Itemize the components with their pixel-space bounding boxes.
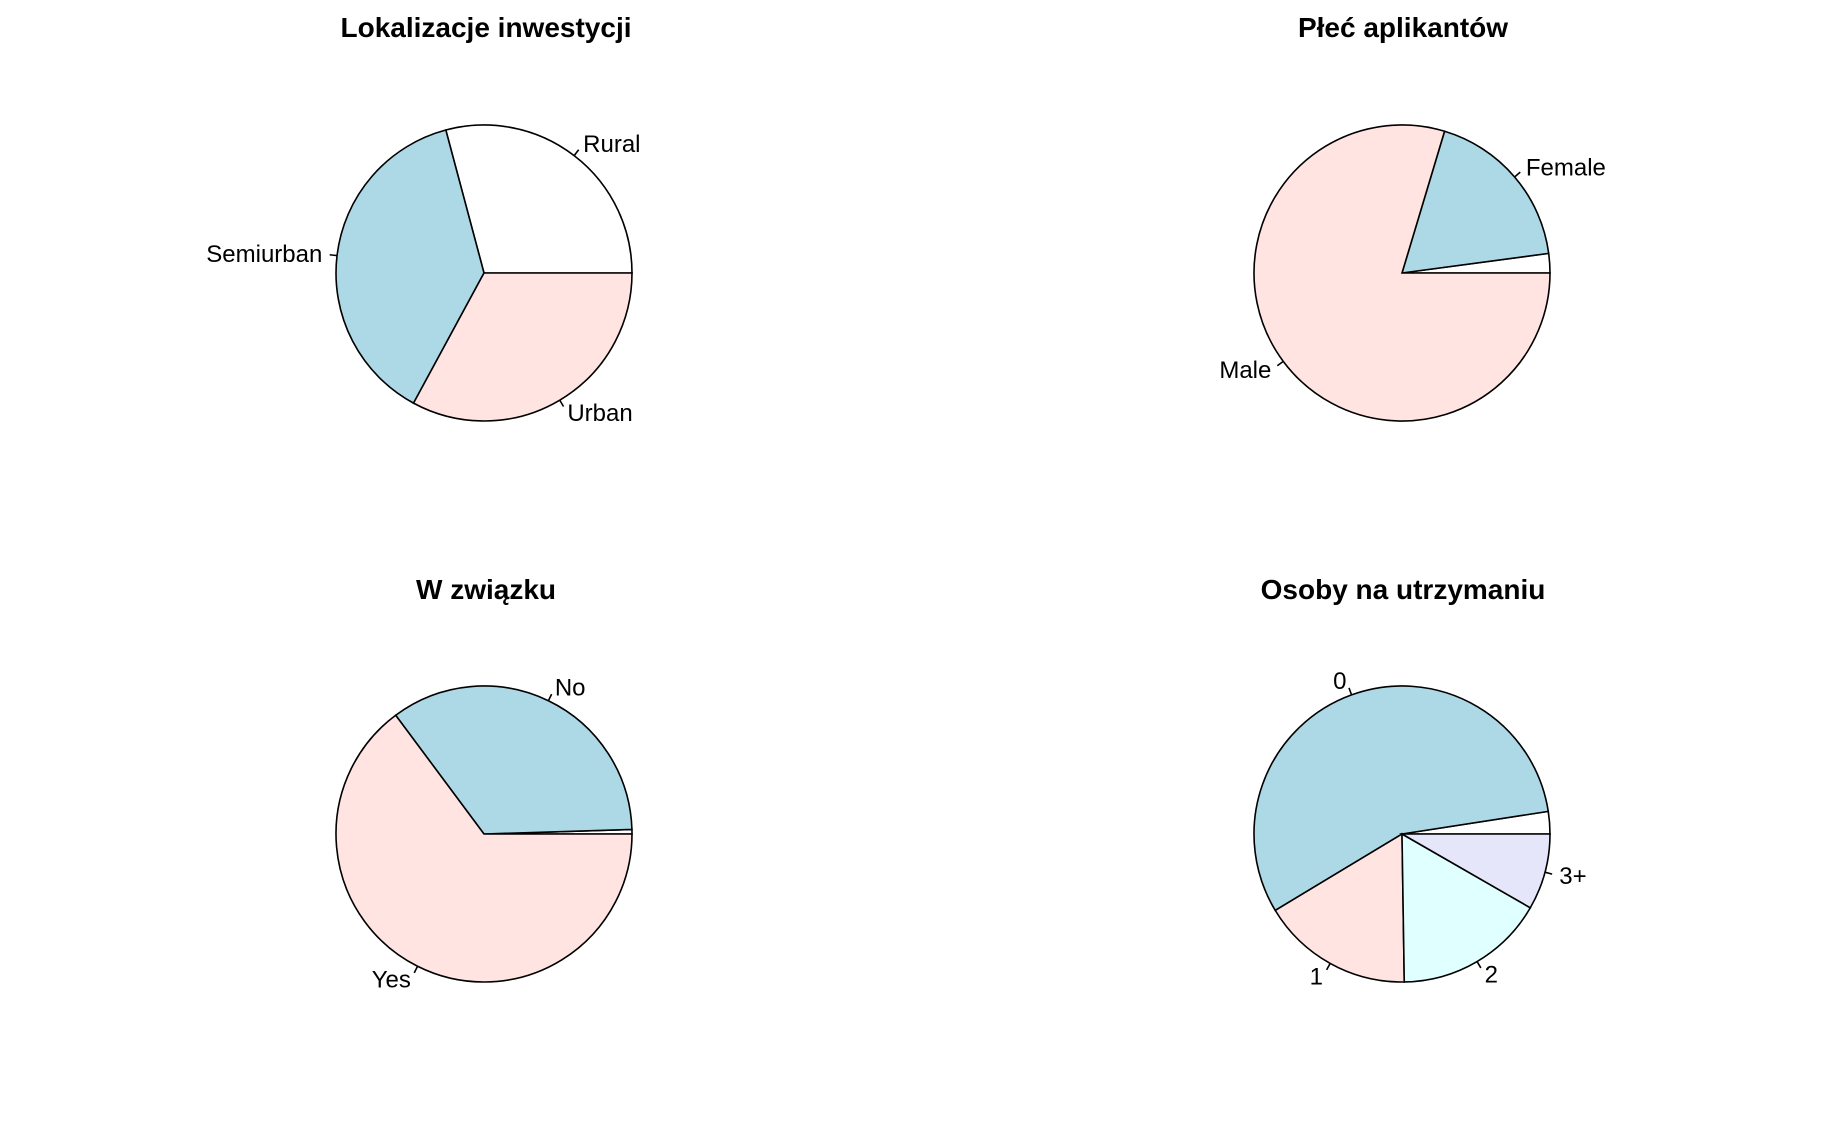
pie-panel-w-zwiazku: W związku No Yes [335, 574, 633, 993]
chart-title: Lokalizacje inwestycji [340, 12, 631, 43]
label-tick-female [1514, 171, 1521, 178]
label-tick-rural [573, 149, 580, 157]
slice-label-urban: Urban [567, 400, 632, 427]
chart-title: W związku [416, 574, 556, 605]
label-tick-0 [1348, 687, 1353, 696]
pie-panel-osoby: Osoby na utrzymaniu 0 1 2 3+ [1253, 574, 1587, 990]
pie-slice-yes [335, 714, 633, 983]
chart-title: Płeć aplikantów [1298, 12, 1508, 43]
label-tick-yes [413, 965, 419, 974]
slice-label-male: Male [1219, 357, 1271, 384]
slice-label-rural: Rural [583, 131, 640, 158]
slice-label-semiurban: Semiurban [206, 241, 322, 268]
chart-title: Osoby na utrzymaniu [1261, 574, 1546, 605]
slice-label-yes: Yes [372, 966, 411, 993]
slice-label-1: 1 [1310, 963, 1323, 990]
slice-label-0: 0 [1333, 668, 1346, 695]
pie-slice-no [394, 685, 633, 835]
slice-label-female: Female [1526, 154, 1606, 181]
label-tick-semiurban [329, 253, 338, 257]
pie-slice-female [1400, 130, 1550, 274]
label-tick-2 [1476, 961, 1482, 969]
label-tick-male [1276, 360, 1284, 367]
slice-label-2: 2 [1485, 961, 1498, 988]
label-tick-urban [559, 399, 565, 407]
slice-label-no: No [555, 674, 586, 701]
slice-label-3: 3+ [1559, 863, 1586, 890]
pie-slice-2 [1401, 832, 1532, 983]
pie-panel-lokalizacje: Lokalizacje inwestycji Rural Semiurban Urb… [206, 12, 640, 427]
label-tick-no [547, 693, 553, 702]
pie-slice-urban [412, 272, 633, 422]
pie-panel-plec: Płeć aplikantów Female Male [1219, 12, 1606, 422]
label-tick-3 [1544, 871, 1553, 875]
label-tick-1 [1325, 963, 1331, 971]
pie-slice-rural [444, 124, 633, 274]
pie-slice-1 [1274, 832, 1406, 983]
pie-slice-semiurban [335, 129, 485, 405]
